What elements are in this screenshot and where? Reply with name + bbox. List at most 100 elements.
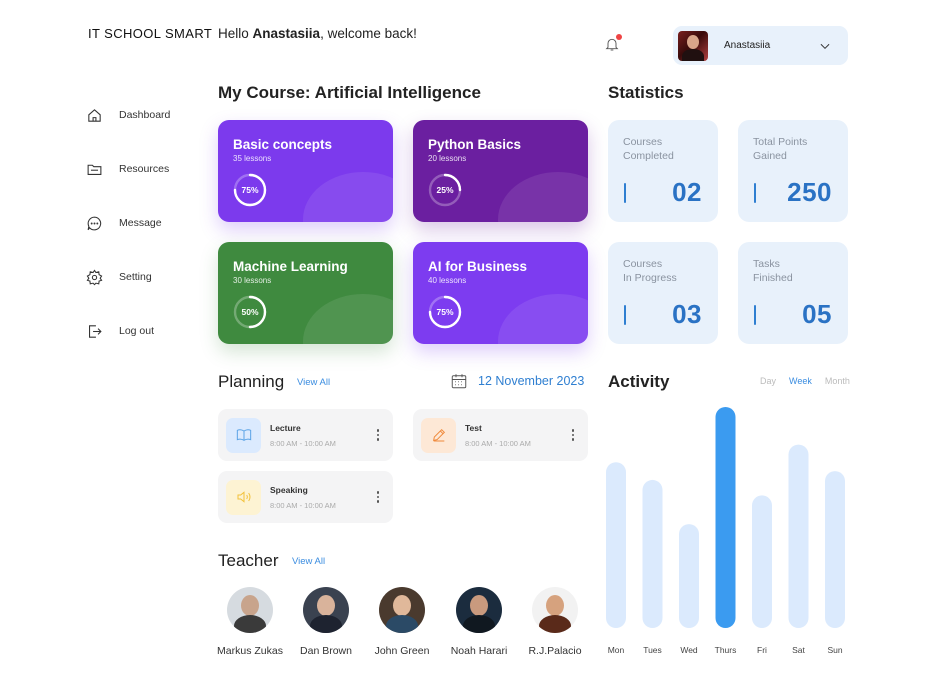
- stat-value: 03: [672, 299, 702, 329]
- teacher-card[interactable]: Noah Harari: [439, 587, 519, 657]
- course-lessons: 40 lessons: [428, 276, 467, 285]
- activity-title: Activity: [608, 372, 670, 391]
- x-tick-label: Tues: [643, 645, 662, 655]
- teacher-view-all-link[interactable]: View All: [292, 556, 326, 567]
- avatar: [678, 30, 708, 61]
- stat-card-tasks-finished: Tasks Finished 05: [738, 242, 848, 344]
- tab-day[interactable]: Day: [760, 376, 777, 386]
- progress-ring: 75%: [233, 173, 267, 207]
- x-tick-label: Sun: [827, 645, 842, 655]
- bar-sun: [825, 471, 845, 628]
- stat-value: 02: [672, 177, 702, 207]
- bar-tues: [642, 479, 663, 628]
- course-lessons: 20 lessons: [428, 154, 467, 163]
- progress-label: 75%: [436, 307, 454, 317]
- stat-accent-bar: [754, 183, 756, 203]
- stat-card-courses-in-progress: Courses In Progress 03: [608, 242, 718, 344]
- progress-label: 50%: [241, 307, 259, 317]
- teacher-name: Markus Zukas: [217, 645, 283, 657]
- progress-ring: 75%: [428, 295, 462, 329]
- activity-bar-chart: Mon Tues Wed Thurs Fri Sat Sun: [606, 407, 845, 655]
- gear-icon: [86, 268, 103, 285]
- sidebar-item-setting[interactable]: Setting: [86, 266, 196, 288]
- stat-accent-bar: [754, 305, 756, 325]
- sidebar-item-label: Resources: [119, 163, 170, 175]
- activity-range-tabs: Day Week Month: [760, 376, 850, 386]
- bar-mon: [606, 462, 626, 628]
- speaker-icon: [237, 491, 250, 503]
- progress-ring: 50%: [233, 295, 267, 329]
- x-tick-label: Fri: [757, 645, 767, 655]
- progress-label: 25%: [436, 185, 454, 195]
- plan-time: 8:00 AM - 10:00 AM: [465, 438, 531, 448]
- stat-value: 250: [787, 177, 832, 207]
- stat-card-courses-completed: Courses Completed 02: [608, 120, 718, 222]
- plan-icon-wrap: [226, 417, 261, 453]
- course-title: Basic concepts: [233, 137, 333, 152]
- bar-wed: [679, 524, 699, 628]
- planning-view-all-link[interactable]: View All: [297, 377, 331, 388]
- course-card-ai-for-business[interactable]: AI for Business 40 lessons 75%: [413, 242, 588, 344]
- selected-date: 12 November 2023: [478, 374, 585, 388]
- plan-icon-wrap: [226, 479, 261, 515]
- profile-name: Anastasiia: [724, 40, 771, 51]
- folder-icon: [87, 164, 102, 175]
- course-card-basic-concepts[interactable]: Basic concepts 35 lessons 75%: [218, 120, 393, 222]
- x-tick-label: Thurs: [715, 645, 737, 655]
- sidebar-item-label: Setting: [119, 271, 152, 283]
- brand-logo: IT SCHOOL SMART: [88, 26, 213, 41]
- sidebar-item-dashboard[interactable]: Dashboard: [86, 104, 196, 126]
- sidebar-item-message[interactable]: Message: [86, 212, 196, 234]
- sidebar-item-resources[interactable]: Resources: [86, 158, 196, 180]
- more-options-icon[interactable]: [568, 427, 578, 443]
- x-tick-label: Wed: [680, 645, 698, 655]
- tab-month[interactable]: Month: [824, 376, 850, 386]
- book-icon: [236, 429, 251, 441]
- profile-dropdown[interactable]: Anastasiia: [673, 26, 848, 65]
- chat-icon: [87, 216, 102, 230]
- stat-card-total-points: Total Points Gained 250: [738, 120, 848, 222]
- course-lessons: 35 lessons: [233, 154, 272, 163]
- plan-title: Speaking: [270, 484, 308, 495]
- calendar-icon: [451, 374, 467, 389]
- tab-week[interactable]: Week: [789, 376, 812, 386]
- course-card-machine-learning[interactable]: Machine Learning 30 lessons 50%: [218, 242, 393, 344]
- bar-fri: [752, 495, 772, 628]
- more-options-icon[interactable]: [373, 489, 383, 505]
- teacher-card[interactable]: John Green: [362, 587, 442, 657]
- pencil-icon: [432, 428, 445, 442]
- teacher-name: Noah Harari: [450, 645, 508, 657]
- teacher-name: Dan Brown: [300, 645, 352, 657]
- teacher-avatar: [456, 587, 502, 633]
- course-card-python-basics[interactable]: Python Basics 20 lessons 25%: [413, 120, 588, 222]
- stat-label: Courses Completed: [623, 136, 674, 162]
- plan-title: Test: [465, 422, 482, 433]
- date-picker[interactable]: 12 November 2023: [450, 372, 584, 390]
- statistics-title: Statistics: [608, 83, 684, 102]
- notification-dot: [616, 34, 622, 40]
- teacher-card[interactable]: Dan Brown: [286, 587, 366, 657]
- teacher-card[interactable]: R.J.Palacio: [515, 587, 595, 657]
- sidebar-item-label: Log out: [119, 325, 155, 337]
- course-lessons: 30 lessons: [233, 276, 272, 285]
- welcome-greeting: Hello Anastasiia, welcome back!: [218, 26, 417, 41]
- user-first-name: Anastasiia: [252, 26, 321, 41]
- plan-item-speaking[interactable]: Speaking 8:00 AM - 10:00 AM: [218, 471, 393, 523]
- course-section-title: My Course: Artificial Intelligence: [218, 83, 481, 102]
- teacher-card[interactable]: Markus Zukas: [210, 587, 290, 657]
- stat-label: Tasks Finished: [753, 258, 793, 284]
- home-icon: [88, 108, 101, 122]
- planning-title: Planning: [218, 372, 285, 391]
- chevron-down-icon: [820, 43, 830, 49]
- plan-item-lecture[interactable]: Lecture 8:00 AM - 10:00 AM: [218, 409, 393, 461]
- course-title: AI for Business: [428, 259, 528, 274]
- sidebar-item-logout[interactable]: Log out: [86, 320, 196, 342]
- bar-sat: [788, 444, 809, 628]
- logout-icon: [89, 324, 102, 338]
- plan-item-test[interactable]: Test 8:00 AM - 10:00 AM: [413, 409, 588, 461]
- stat-accent-bar: [624, 183, 626, 203]
- notification-button[interactable]: [604, 34, 624, 56]
- more-options-icon[interactable]: [373, 427, 383, 443]
- bell-icon: [605, 38, 619, 51]
- teacher-avatar: [379, 587, 425, 633]
